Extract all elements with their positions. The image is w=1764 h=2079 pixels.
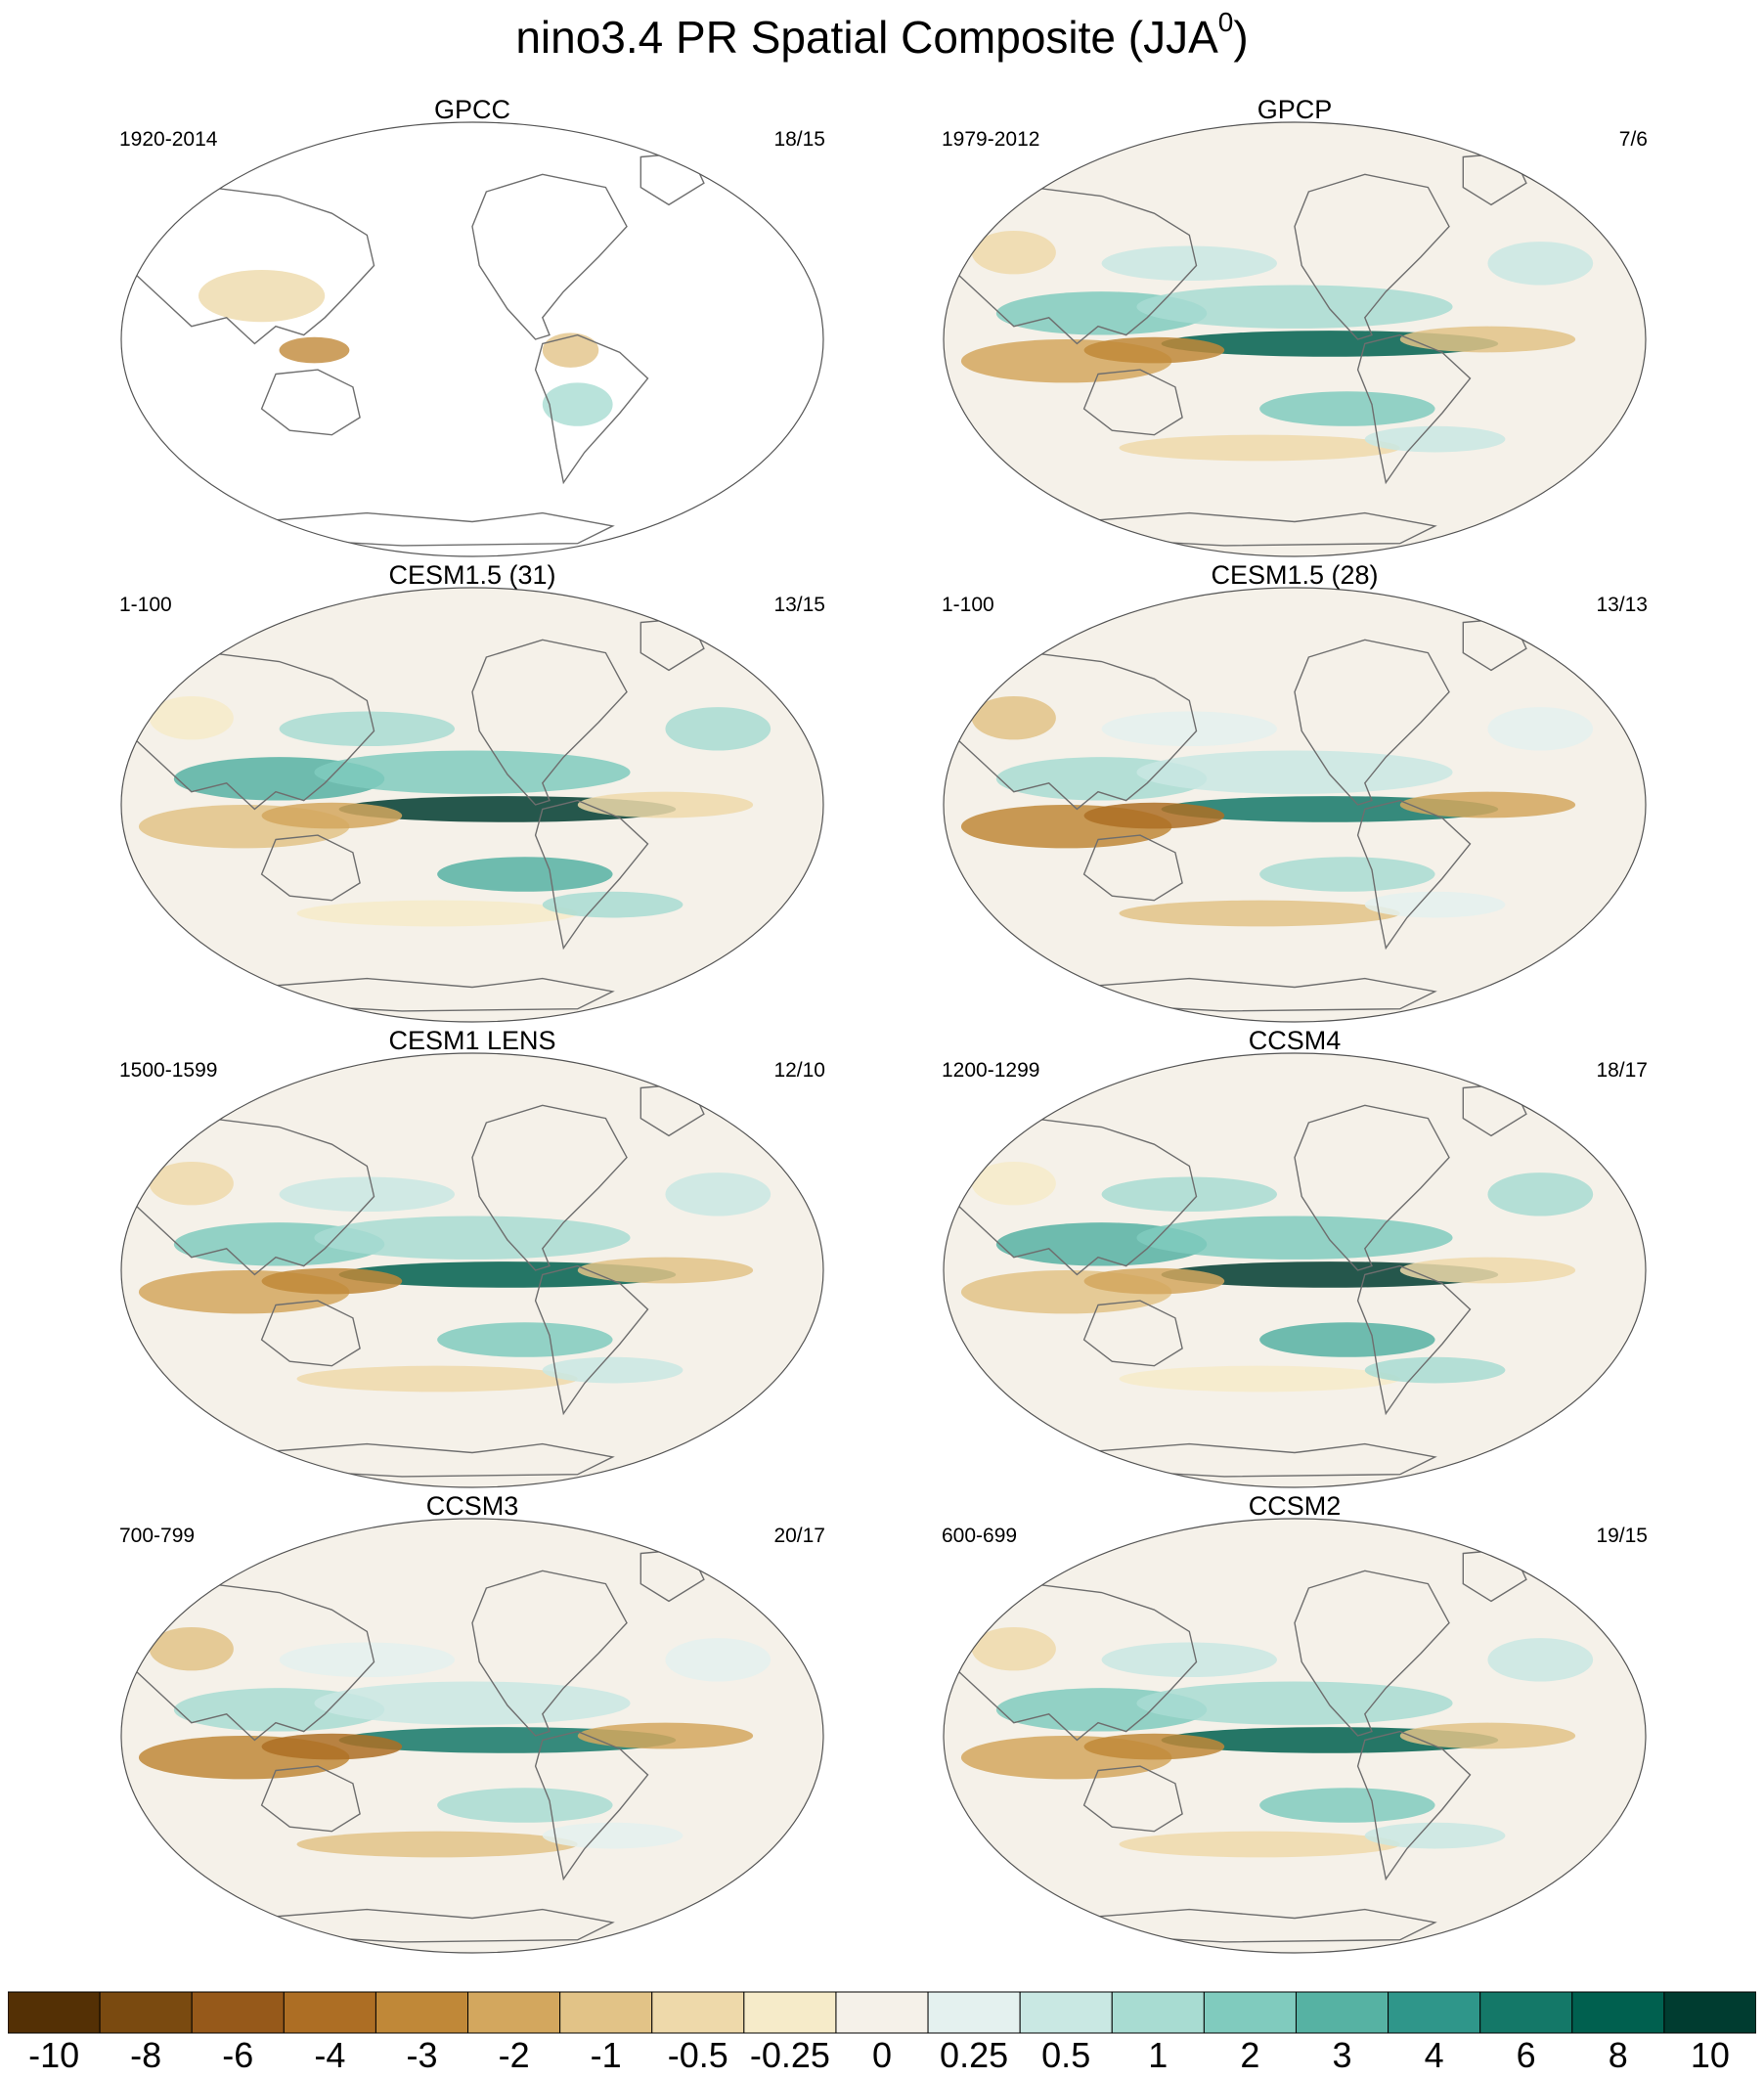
colorbar-label: -1 <box>590 2035 622 2075</box>
map-panel: CCSM4 1200-1299 18/17 <box>942 1025 1648 1490</box>
panel-title: CCSM2 <box>1248 1491 1342 1521</box>
colorbar-label: 0 <box>871 2035 893 2075</box>
colorbar-swatch <box>8 1991 101 2034</box>
map-figure <box>120 1052 824 1488</box>
colorbar-label: 3 <box>1332 2035 1352 2075</box>
panel-title: CESM1.5 (28) <box>1211 560 1379 590</box>
panel-count: 19/15 <box>1596 1525 1648 1547</box>
panel-years: 1-100 <box>942 594 994 616</box>
map-panel: GPCP 1979-2012 7/6 <box>942 94 1648 559</box>
colorbar-label: -8 <box>130 2035 162 2075</box>
colorbar-swatch <box>1111 1991 1205 2034</box>
panel-years: 1979-2012 <box>942 128 1040 151</box>
colorbar-label: 4 <box>1424 2035 1444 2075</box>
panel-title: CESM1 LENS <box>388 1026 556 1055</box>
colorbar-swatch <box>927 1991 1021 2034</box>
colorbar-label: -4 <box>314 2035 346 2075</box>
panel-title: CESM1.5 (31) <box>388 560 556 590</box>
colorbar-label: 1 <box>1148 2035 1169 2075</box>
panel-years: 1200-1299 <box>942 1059 1040 1082</box>
colorbar-label: 8 <box>1608 2035 1628 2075</box>
panel-count: 12/10 <box>773 1059 825 1082</box>
colorbar-swatch <box>467 1991 561 2034</box>
panel-count: 18/17 <box>1596 1059 1648 1082</box>
colorbar-swatch <box>283 1991 376 2034</box>
colorbar-swatch <box>191 1991 285 2034</box>
colorbar-label: 0.25 <box>940 2035 1009 2075</box>
panel-title: CCSM3 <box>425 1491 519 1521</box>
colorbar-swatch <box>1203 1991 1297 2034</box>
panel-count: 18/15 <box>773 128 825 151</box>
colorbar-label: -0.25 <box>749 2035 830 2075</box>
colorbar-label: 10 <box>1690 2035 1730 2075</box>
panel-years: 600-699 <box>942 1525 1018 1547</box>
map-figure <box>943 587 1647 1023</box>
map-panel: CESM1.5 (28) 1-100 13/13 <box>942 559 1648 1025</box>
panel-years: 1500-1599 <box>119 1059 218 1082</box>
panel-count: 13/15 <box>773 594 825 616</box>
map-panel: GPCC 1920-2014 18/15 <box>119 94 825 559</box>
colorbar-swatch <box>1663 1991 1756 2034</box>
map-figure <box>120 1518 824 1954</box>
colorbar-swatch <box>1295 1991 1389 2034</box>
panel-count: 7/6 <box>1618 128 1648 151</box>
panel-years: 1920-2014 <box>119 128 218 151</box>
panel-title: GPCP <box>1257 95 1333 124</box>
colorbar-swatch <box>1019 1991 1113 2034</box>
map-figure <box>943 1052 1647 1488</box>
colorbar-label: -3 <box>406 2035 438 2075</box>
colorbar-label: -0.5 <box>667 2035 728 2075</box>
panel-count: 13/13 <box>1596 594 1648 616</box>
colorbar-swatch <box>99 1991 193 2034</box>
main-title: nino3.4 PR Spatial Composite (JJA0) <box>515 7 1249 64</box>
colorbar <box>8 1991 1756 2034</box>
colorbar-swatch <box>651 1991 745 2034</box>
colorbar-swatch <box>835 1991 929 2034</box>
map-figure <box>120 121 824 557</box>
panel-years: 1-100 <box>119 594 172 616</box>
map-panel: CESM1.5 (31) 1-100 13/15 <box>119 559 825 1025</box>
colorbar-label: -6 <box>222 2035 254 2075</box>
colorbar-swatch <box>1571 1991 1665 2034</box>
map-figure <box>120 587 824 1023</box>
colorbar-labels: -10 -8 -6 -4 -3 -2 -1 -0.5 -0.25 0 0.25 0.5 1 2 3 4 6 8 10 <box>0 2036 1764 2079</box>
panel-count: 20/17 <box>773 1525 825 1547</box>
colorbar-swatch <box>375 1991 469 2034</box>
colorbar-swatch <box>1479 1991 1573 2034</box>
panel-years: 700-799 <box>119 1525 196 1547</box>
colorbar-swatch <box>559 1991 653 2034</box>
colorbar-label: -10 <box>28 2035 80 2075</box>
map-panel: CCSM3 700-799 20/17 <box>119 1490 825 1956</box>
map-panel: CESM1 LENS 1500-1599 12/10 <box>119 1025 825 1490</box>
map-panel: CCSM2 600-699 19/15 <box>942 1490 1648 1956</box>
map-figure <box>943 1518 1647 1954</box>
panel-title: GPCC <box>433 95 510 124</box>
colorbar-label: 6 <box>1516 2035 1536 2075</box>
colorbar-swatch <box>743 1991 837 2034</box>
colorbar-swatch <box>1388 1991 1481 2034</box>
colorbar-label: 0.5 <box>1041 2035 1091 2075</box>
colorbar-label: -2 <box>498 2035 530 2075</box>
map-figure <box>943 121 1647 557</box>
colorbar-label: 2 <box>1240 2035 1260 2075</box>
panel-title: CCSM4 <box>1248 1026 1342 1055</box>
